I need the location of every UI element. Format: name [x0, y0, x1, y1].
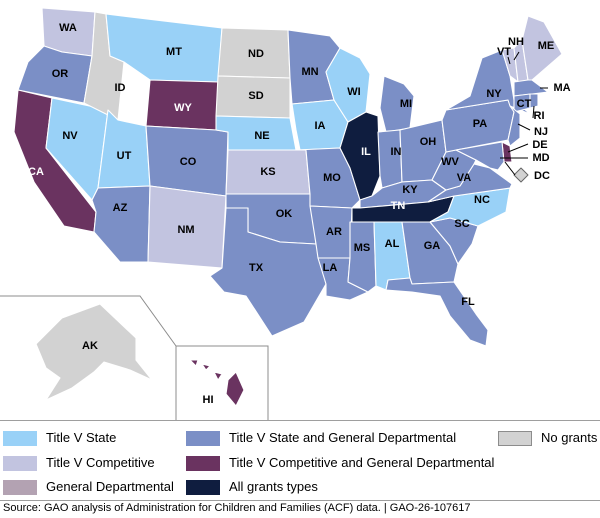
legend-swatch [186, 430, 220, 446]
state-label-co: CO [180, 156, 197, 168]
legend: Title V State Title V Competitive Genera… [0, 420, 600, 502]
state-label-ky: KY [402, 184, 418, 196]
state-label-tn: TN [391, 200, 406, 212]
state-NY[interactable] [445, 49, 531, 115]
legend-swatch [186, 479, 220, 495]
state-TX[interactable] [209, 207, 327, 337]
legend-swatch [3, 430, 37, 446]
state-label-in: IN [391, 146, 402, 158]
state-RI[interactable] [529, 93, 539, 109]
state-FL[interactable] [385, 277, 489, 347]
state-label-mt: MT [166, 46, 182, 58]
state-label-ri: RI [534, 110, 545, 122]
state-label-wv: WV [441, 156, 459, 168]
state-label-ne: NE [254, 130, 269, 142]
state-label-ct: CT [517, 98, 532, 110]
state-label-me: ME [538, 40, 555, 52]
hawaii-inset-frame [176, 345, 269, 420]
state-label-pa: PA [473, 118, 488, 130]
legend-item-title-v-state: Title V State [3, 430, 116, 446]
legend-label: Title V Competitive and General Departme… [229, 455, 495, 470]
state-label-ia: IA [315, 120, 326, 132]
legend-label: All grants types [229, 479, 318, 494]
legend-item-title-v-competitive: Title V Competitive [3, 455, 155, 471]
state-label-wi: WI [347, 86, 360, 98]
state-WI[interactable] [325, 47, 371, 123]
state-label-id: ID [115, 82, 126, 94]
legend-item-title-v-state-and-general: Title V State and General Departmental [186, 430, 456, 446]
legend-swatch [498, 430, 532, 446]
state-label-az: AZ [113, 202, 128, 214]
source-top-rule [0, 500, 600, 501]
alaska-inset-frame [0, 295, 177, 420]
state-label-wa: WA [59, 22, 77, 34]
state-label-ma: MA [553, 82, 570, 94]
legend-label: Title V Competitive [46, 455, 155, 470]
state-label-ks: KS [260, 166, 275, 178]
state-label-al: AL [385, 238, 400, 250]
state-label-sc: SC [454, 218, 469, 230]
state-label-ca: CA [28, 166, 44, 178]
state-label-nc: NC [474, 194, 490, 206]
state-label-ny: NY [486, 88, 502, 100]
state-label-nd: ND [248, 48, 264, 60]
legend-swatch [186, 455, 220, 471]
state-label-or: OR [52, 68, 69, 80]
state-label-tx: TX [249, 262, 264, 274]
state-label-wy: WY [174, 102, 192, 114]
state-label-ut: UT [117, 150, 132, 162]
state-label-ms: MS [354, 242, 371, 254]
state-label-mo: MO [323, 172, 341, 184]
state-label-nh: NH [508, 36, 524, 48]
legend-label: Title V State and General Departmental [229, 430, 457, 445]
state-label-dc: DC [534, 170, 550, 182]
state-label-vt: VT [497, 46, 511, 58]
state-label-mi: MI [400, 98, 412, 110]
state-label-ok: OK [276, 208, 293, 220]
legend-item-title-v-competitive-and-general: Title V Competitive and General Departme… [186, 455, 494, 471]
legend-item-no-grants: No grants [498, 430, 597, 446]
state-label-nm: NM [177, 224, 194, 236]
source-note: Source: GAO analysis of Administration f… [3, 502, 471, 514]
state-label-hi: HI [203, 394, 214, 406]
legend-swatch [3, 479, 37, 495]
state-label-fl: FL [461, 296, 475, 308]
state-MS[interactable] [347, 221, 377, 293]
state-MD[interactable] [455, 141, 505, 171]
legend-swatch [3, 455, 37, 471]
state-label-va: VA [457, 172, 472, 184]
state-label-ak: AK [82, 340, 98, 352]
state-HI[interactable] [189, 359, 245, 407]
state-DC[interactable] [513, 167, 529, 183]
state-label-nv: NV [62, 130, 78, 142]
state-label-il: IL [361, 146, 371, 158]
state-AK[interactable] [35, 303, 153, 401]
state-label-la: LA [323, 262, 338, 274]
state-label-mn: MN [301, 66, 318, 78]
state-label-ar: AR [326, 226, 342, 238]
state-label-ga: GA [424, 240, 441, 252]
state-AZ[interactable] [91, 185, 151, 263]
us-states-map: WA OR CA NV ID MT WY UT AZ CO NM ND SD NE KS OK TX MN IA MO… [0, 7, 571, 420]
state-label-oh: OH [420, 136, 437, 148]
legend-label: Title V State [46, 430, 117, 445]
state-label-md: MD [532, 152, 549, 164]
state-IN[interactable] [377, 129, 403, 189]
state-label-nj: NJ [534, 126, 548, 138]
state-label-sd: SD [248, 90, 263, 102]
state-label-de: DE [532, 139, 547, 151]
legend-label: General Departmental [46, 479, 174, 494]
legend-label: No grants [541, 430, 598, 445]
legend-item-all-grants-types: All grants types [186, 479, 318, 495]
legend-top-rule [0, 420, 600, 421]
legend-item-general-departmental: General Departmental [3, 479, 174, 495]
leader-lines [500, 51, 548, 176]
